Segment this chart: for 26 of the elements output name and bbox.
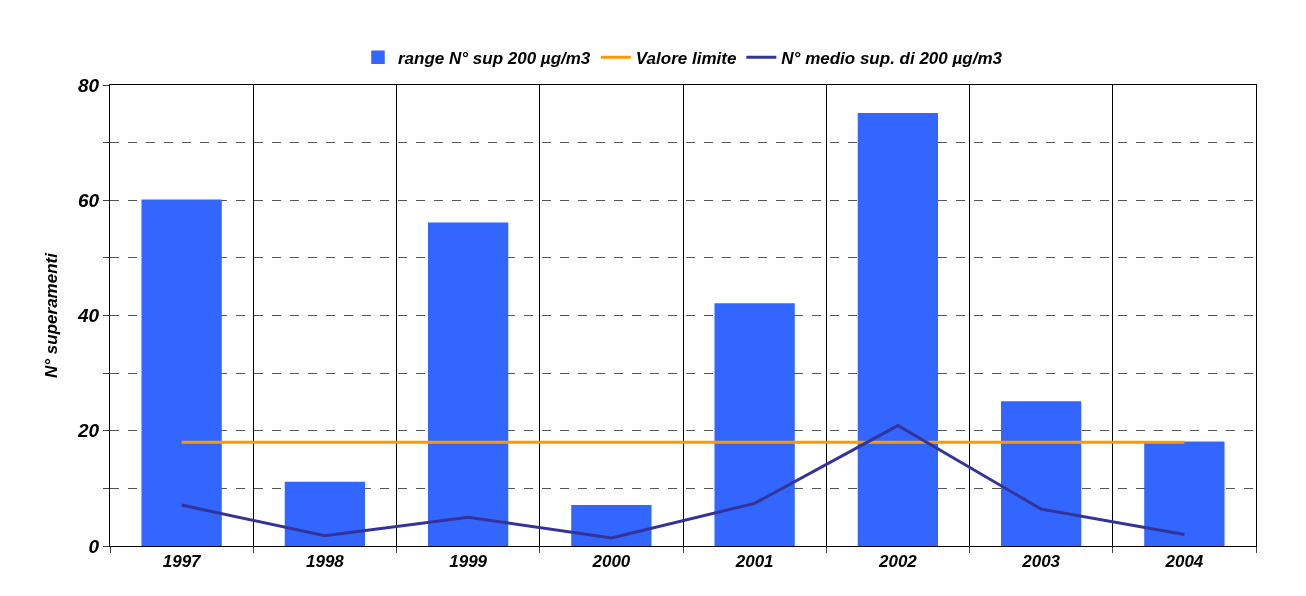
bar	[1000, 401, 1082, 546]
y-axis-title: N° superamenti	[41, 251, 61, 378]
y-tick-label: 60	[78, 189, 100, 211]
bar	[427, 222, 509, 546]
x-tick-label: 2003	[1021, 552, 1061, 572]
bar	[857, 113, 939, 546]
x-tick-label: 2004	[1164, 552, 1204, 572]
x-tick-label: 1998	[305, 552, 345, 572]
legend-label: N° medio sup. di 200 µg/m3	[781, 48, 1003, 68]
x-tick-label: 2000	[591, 552, 631, 572]
legend-label: Valore limite	[635, 48, 737, 68]
y-tick-label: 0	[88, 535, 100, 557]
bar	[714, 303, 795, 546]
bar	[284, 481, 366, 546]
x-tick-label: 1999	[449, 552, 488, 572]
x-tick-label: 2001	[734, 552, 774, 572]
y-tick-label: 20	[77, 420, 100, 442]
bar	[1144, 441, 1225, 546]
bar	[141, 199, 222, 546]
line-series	[180, 424, 1186, 540]
y-tick-label: 40	[77, 305, 100, 327]
x-tick-label: 1997	[162, 552, 203, 572]
legend-label: range N° sup 200 µg/m3	[398, 48, 591, 68]
y-tick-label: 80	[78, 74, 100, 96]
bar	[571, 504, 652, 546]
x-tick-label: 2002	[877, 552, 918, 572]
